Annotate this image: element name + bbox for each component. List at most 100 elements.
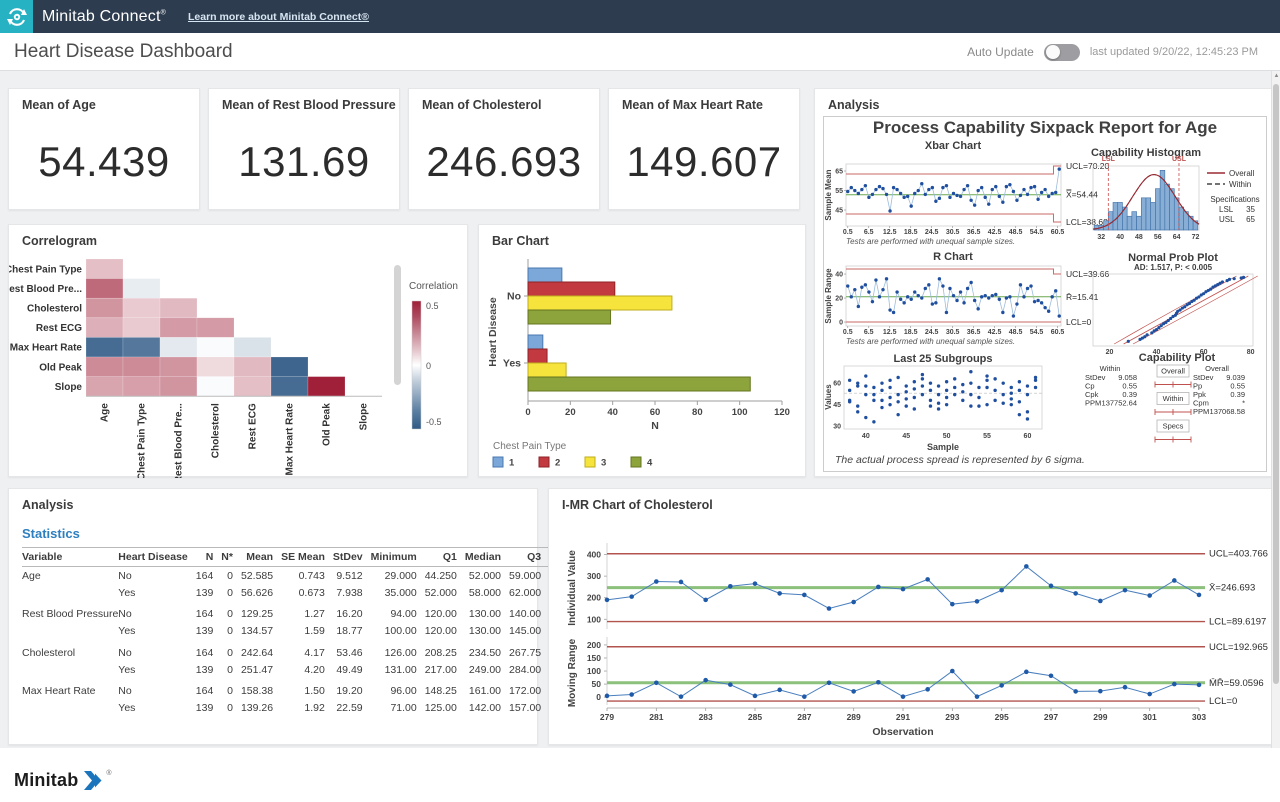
column-header: N bbox=[188, 548, 214, 567]
statistics-table: VariableHeart DiseaseNN*MeanSE MeanStDev… bbox=[9, 547, 537, 717]
page-footer: ◀ ▶ Minitab ® bbox=[0, 748, 1280, 802]
svg-text:80: 80 bbox=[1247, 349, 1255, 356]
svg-text:36.5: 36.5 bbox=[967, 329, 981, 336]
kpi-card-mean-cholesterol: Mean of Cholesterol 246.693 bbox=[408, 88, 600, 210]
svg-text:Max Heart Rate: Max Heart Rate bbox=[285, 403, 296, 476]
svg-text:60: 60 bbox=[833, 381, 841, 388]
svg-text:USL: USL bbox=[1219, 215, 1235, 224]
svg-text:60.5: 60.5 bbox=[1051, 229, 1065, 236]
svg-text:Chest Pain Type: Chest Pain Type bbox=[137, 403, 148, 478]
svg-text:Process Capability Sixpack Rep: Process Capability Sixpack Report for Ag… bbox=[873, 118, 1217, 137]
svg-text:R̄=15.41: R̄=15.41 bbox=[1066, 292, 1099, 302]
svg-text:285: 285 bbox=[748, 712, 762, 722]
svg-text:LSL: LSL bbox=[1219, 205, 1234, 214]
svg-text:Moving Range: Moving Range bbox=[567, 638, 578, 707]
svg-text:50: 50 bbox=[592, 679, 602, 689]
svg-text:45: 45 bbox=[835, 208, 843, 215]
svg-text:Age: Age bbox=[100, 403, 111, 422]
svg-text:45: 45 bbox=[902, 433, 910, 440]
svg-text:-0.5: -0.5 bbox=[426, 417, 442, 427]
svg-text:Capability Plot: Capability Plot bbox=[1139, 352, 1216, 364]
svg-text:Cholesterol: Cholesterol bbox=[27, 304, 82, 315]
svg-text:Values: Values bbox=[824, 384, 833, 410]
column-header: Median bbox=[457, 548, 501, 567]
kpi-value: 149.607 bbox=[609, 138, 799, 186]
svg-text:Within: Within bbox=[1229, 180, 1251, 189]
svg-text:N: N bbox=[651, 420, 659, 432]
dashboard-header: Heart Disease Dashboard Auto Update last… bbox=[0, 33, 1280, 71]
svg-text:Specifications: Specifications bbox=[1210, 195, 1259, 204]
kpi-card-mean-age: Mean of Age 54.439 bbox=[8, 88, 200, 210]
statistics-section-title[interactable]: Statistics bbox=[22, 526, 537, 541]
scroll-up-arrow[interactable]: ▲ bbox=[1273, 73, 1280, 79]
svg-text:Xbar Chart: Xbar Chart bbox=[925, 140, 982, 152]
kpi-value: 54.439 bbox=[9, 138, 199, 186]
imr-chart: 100200300400UCL=403.766X̄=246.693LCL=89.… bbox=[549, 489, 1273, 751]
footer-brand-name: Minitab bbox=[14, 770, 78, 791]
svg-text:20: 20 bbox=[1106, 349, 1114, 356]
svg-text:30.5: 30.5 bbox=[946, 329, 960, 336]
svg-text:291: 291 bbox=[896, 712, 910, 722]
vertical-scrollbar[interactable]: ▲ bbox=[1271, 71, 1280, 750]
svg-text:Cholesterol: Cholesterol bbox=[211, 403, 222, 458]
top-bar: Minitab Connect® Learn more about Minita… bbox=[0, 0, 1280, 33]
auto-update-toggle[interactable] bbox=[1044, 44, 1080, 61]
svg-text:2: 2 bbox=[555, 458, 560, 469]
svg-text:200: 200 bbox=[587, 640, 601, 650]
minitab-chevron-icon bbox=[83, 771, 105, 790]
svg-text:1: 1 bbox=[509, 458, 515, 469]
svg-text:299: 299 bbox=[1093, 712, 1107, 722]
svg-text:35: 35 bbox=[1246, 205, 1255, 214]
svg-text:Old Peak: Old Peak bbox=[39, 362, 82, 373]
svg-text:LCL=89.6197: LCL=89.6197 bbox=[1209, 617, 1266, 628]
svg-text:Chest Pain Type: Chest Pain Type bbox=[9, 264, 82, 275]
svg-text:3: 3 bbox=[601, 458, 606, 469]
svg-text:300: 300 bbox=[587, 571, 601, 581]
svg-text:150: 150 bbox=[587, 653, 601, 663]
svg-text:R Chart: R Chart bbox=[933, 251, 973, 263]
svg-text:40: 40 bbox=[862, 433, 870, 440]
svg-text:Correlation: Correlation bbox=[409, 281, 458, 292]
svg-text:42.5: 42.5 bbox=[988, 229, 1002, 236]
kpi-value: 131.69 bbox=[209, 138, 399, 186]
sixpack-report: Process Capability Sixpack Report for Ag… bbox=[815, 89, 1273, 483]
svg-text:65: 65 bbox=[835, 169, 843, 176]
svg-text:0: 0 bbox=[596, 692, 601, 702]
svg-text:20: 20 bbox=[565, 407, 576, 418]
svg-text:30: 30 bbox=[833, 424, 841, 431]
svg-text:Within: Within bbox=[1100, 364, 1121, 373]
column-header: Variable bbox=[22, 548, 118, 567]
svg-text:0: 0 bbox=[426, 361, 431, 371]
learn-more-link[interactable]: Learn more about Minitab Connect® bbox=[188, 11, 369, 23]
svg-text:293: 293 bbox=[945, 712, 959, 722]
sync-gear-icon bbox=[5, 5, 29, 29]
bar-chart-panel: Bar Chart NoYes020406080100120NHeart Dis… bbox=[478, 224, 806, 477]
svg-text:LCL=0: LCL=0 bbox=[1066, 317, 1092, 327]
svg-text:PPM: PPM bbox=[1085, 399, 1101, 408]
svg-text:60.5: 60.5 bbox=[1051, 329, 1065, 336]
column-header: SE Mean bbox=[273, 548, 325, 567]
brand-name: Minitab Connect® bbox=[42, 8, 166, 26]
svg-text:0: 0 bbox=[839, 320, 843, 327]
svg-text:54.5: 54.5 bbox=[1030, 229, 1044, 236]
svg-text:60: 60 bbox=[650, 407, 661, 418]
page-title: Heart Disease Dashboard bbox=[14, 41, 233, 63]
svg-text:Overall: Overall bbox=[1229, 169, 1255, 178]
table-row: AgeNo164052.5850.7439.51229.00044.25052.… bbox=[22, 567, 598, 585]
kpi-title: Mean of Cholesterol bbox=[409, 89, 599, 112]
svg-text:Within: Within bbox=[1163, 394, 1184, 403]
svg-text:80: 80 bbox=[692, 407, 703, 418]
minitab-connect-logo[interactable] bbox=[0, 0, 33, 33]
svg-text:0.5: 0.5 bbox=[426, 301, 439, 311]
kpi-title: Mean of Age bbox=[9, 89, 199, 112]
svg-text:UCL=192.965: UCL=192.965 bbox=[1209, 642, 1268, 653]
vertical-scroll-thumb[interactable] bbox=[1273, 84, 1279, 684]
svg-text:120: 120 bbox=[774, 407, 790, 418]
svg-text:4: 4 bbox=[647, 458, 653, 469]
correlogram-scrollbar[interactable] bbox=[394, 265, 401, 385]
svg-text:45: 45 bbox=[833, 402, 841, 409]
svg-text:289: 289 bbox=[847, 712, 861, 722]
svg-text:Old Peak: Old Peak bbox=[322, 403, 333, 446]
svg-text:279: 279 bbox=[600, 712, 614, 722]
svg-text:55: 55 bbox=[835, 188, 843, 195]
